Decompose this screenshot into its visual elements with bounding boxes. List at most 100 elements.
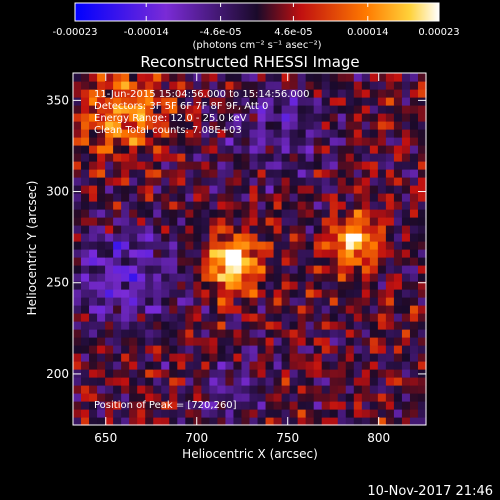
colorbar-tick-label: 4.6e-05	[274, 27, 312, 38]
heatmap-cell	[153, 321, 162, 330]
heatmap-cell	[137, 241, 146, 250]
heatmap-cell	[217, 417, 227, 426]
heatmap-cell	[281, 393, 291, 402]
heatmap-cell	[217, 393, 227, 402]
heatmap-cell	[89, 345, 98, 354]
heatmap-cell	[217, 305, 227, 314]
heatmap-cell	[161, 73, 170, 82]
heatmap-cell	[209, 225, 219, 234]
heatmap-cell	[377, 281, 387, 290]
heatmap-cell	[169, 177, 178, 186]
heatmap-cell	[145, 417, 154, 426]
heatmap-cell	[217, 97, 227, 106]
heatmap-cell	[257, 81, 267, 90]
heatmap-cell	[177, 161, 186, 170]
heatmap-cell	[265, 81, 275, 90]
heatmap-cell	[145, 153, 154, 162]
heatmap-cell	[289, 217, 299, 226]
heatmap-cell	[209, 273, 219, 282]
heatmap-cell	[401, 73, 411, 82]
heatmap-cell	[185, 153, 194, 162]
heatmap-cell	[417, 281, 427, 290]
heatmap-cell	[281, 369, 291, 378]
heatmap-cell	[97, 393, 106, 402]
heatmap-cell	[113, 209, 122, 218]
heatmap-cell	[417, 81, 427, 90]
heatmap-cell	[265, 409, 275, 418]
heatmap-cell	[185, 249, 194, 258]
heatmap-cell	[129, 177, 138, 186]
heatmap-cell	[369, 369, 379, 378]
heatmap-cell	[169, 297, 178, 306]
heatmap-cell	[89, 241, 98, 250]
heatmap-cell	[177, 417, 186, 426]
heatmap-cell	[345, 265, 355, 274]
heatmap-cell	[265, 249, 275, 258]
heatmap-cell	[129, 105, 138, 114]
heatmap-cell	[89, 305, 98, 314]
heatmap-cell	[193, 169, 202, 178]
heatmap-cell	[185, 241, 194, 250]
heatmap-cell	[137, 209, 146, 218]
heatmap-cell	[113, 73, 122, 82]
heatmap-cell	[369, 289, 379, 298]
heatmap-cell	[185, 217, 194, 226]
heatmap-cell	[289, 393, 299, 402]
heatmap-cell	[233, 385, 243, 394]
heatmap-cell	[105, 209, 114, 218]
heatmap-cell	[385, 353, 395, 362]
heatmap-cell	[233, 361, 243, 370]
heatmap-cell	[97, 377, 106, 386]
heatmap-cell	[321, 337, 331, 346]
heatmap-cell	[369, 153, 379, 162]
heatmap-cell	[297, 305, 307, 314]
heatmap-cell	[409, 401, 419, 410]
heatmap-cell	[193, 337, 202, 346]
heatmap-cell	[385, 385, 395, 394]
x-tick-label: 650	[94, 431, 117, 445]
heatmap-cell	[201, 401, 210, 410]
heatmap-cell	[81, 201, 90, 210]
heatmap-cell	[401, 193, 411, 202]
heatmap-cell	[393, 385, 403, 394]
heatmap-cell	[241, 97, 251, 106]
heatmap-cell	[209, 353, 219, 362]
heatmap-cell	[409, 313, 419, 322]
heatmap-cell	[201, 169, 210, 178]
heatmap-cell	[393, 185, 403, 194]
heatmap-cell	[249, 217, 259, 226]
heatmap-cell	[321, 321, 331, 330]
heatmap-cell	[401, 153, 411, 162]
heatmap-cell	[289, 209, 299, 218]
heatmap-cell	[337, 409, 347, 418]
heatmap-cell	[385, 81, 395, 90]
heatmap-cell	[385, 377, 395, 386]
heatmap-cell	[185, 145, 194, 154]
heatmap-cell	[137, 273, 146, 282]
heatmap-cell	[409, 73, 419, 82]
heatmap-cell	[185, 297, 194, 306]
heatmap-cell	[153, 257, 162, 266]
heatmap-cell	[361, 377, 371, 386]
heatmap-cell	[281, 97, 291, 106]
heatmap-cell	[225, 81, 235, 90]
heatmap-cell	[313, 265, 323, 274]
heatmap-cell	[321, 177, 331, 186]
heatmap-cell	[345, 113, 355, 122]
heatmap-cell	[201, 377, 210, 386]
heatmap-cell	[337, 241, 347, 250]
heatmap-cell	[417, 409, 427, 418]
heatmap-cell	[401, 185, 411, 194]
heatmap-cell	[129, 97, 138, 106]
heatmap-cell	[193, 113, 202, 122]
heatmap-cell	[273, 121, 283, 130]
heatmap-cell	[377, 153, 387, 162]
heatmap-cell	[305, 377, 315, 386]
heatmap-cell	[377, 129, 387, 138]
heatmap-cell	[377, 105, 387, 114]
heatmap-cell	[153, 409, 162, 418]
heatmap-cell	[393, 313, 403, 322]
heatmap-cell	[217, 81, 227, 90]
info-line: Clean Total counts: 7.08E+03	[94, 125, 242, 136]
info-block: 11-Jun-2015 15:04:56.000 to 15:14:56.000…	[94, 89, 310, 136]
